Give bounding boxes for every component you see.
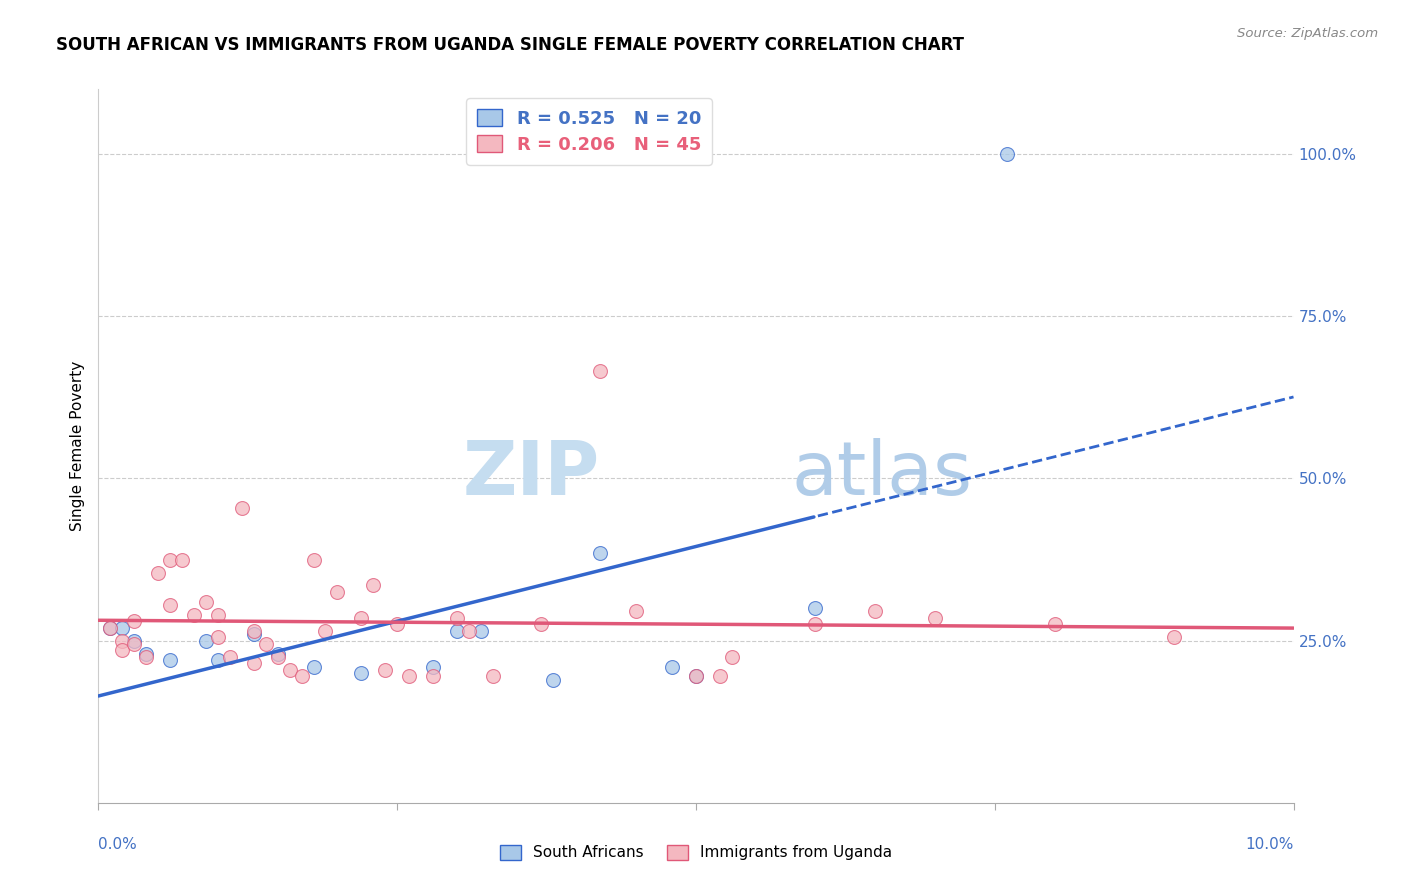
Point	[111, 633, 134, 648]
Point	[207, 653, 229, 667]
Point	[159, 598, 181, 612]
Y-axis label: Single Female Poverty: Single Female Poverty	[69, 361, 84, 531]
Point	[302, 552, 325, 566]
Point	[422, 669, 444, 683]
Point	[231, 500, 253, 515]
Point	[350, 666, 373, 681]
Point	[135, 649, 157, 664]
Point	[446, 624, 468, 638]
Point	[709, 669, 731, 683]
Point	[529, 617, 551, 632]
Point	[458, 624, 481, 638]
Point	[865, 604, 887, 618]
Point	[326, 585, 349, 599]
Point	[350, 611, 373, 625]
Point	[195, 595, 218, 609]
Point	[243, 627, 266, 641]
Point	[374, 663, 396, 677]
Point	[446, 611, 468, 625]
Point	[100, 621, 122, 635]
Point	[243, 657, 266, 671]
Point	[685, 669, 707, 683]
Point	[924, 611, 946, 625]
Point	[124, 637, 146, 651]
Point	[219, 649, 242, 664]
Point	[172, 552, 194, 566]
Point	[159, 552, 181, 566]
Point	[135, 647, 157, 661]
Point	[111, 643, 134, 657]
Text: Source: ZipAtlas.com: Source: ZipAtlas.com	[1237, 27, 1378, 40]
Point	[267, 649, 290, 664]
Text: atlas: atlas	[792, 438, 973, 511]
Point	[267, 647, 290, 661]
Point	[661, 659, 683, 673]
Point	[995, 147, 1018, 161]
Text: 10.0%: 10.0%	[1246, 838, 1294, 852]
Text: 0.0%: 0.0%	[98, 838, 138, 852]
Point	[148, 566, 170, 580]
Point	[315, 624, 337, 638]
Point	[685, 669, 707, 683]
Point	[243, 624, 266, 638]
Legend: South Africans, Immigrants from Uganda: South Africans, Immigrants from Uganda	[494, 838, 898, 866]
Point	[804, 617, 827, 632]
Point	[541, 673, 564, 687]
Point	[626, 604, 648, 618]
Point	[100, 621, 122, 635]
Point	[124, 614, 146, 628]
Point	[589, 546, 612, 560]
Point	[422, 659, 444, 673]
Point	[124, 633, 146, 648]
Point	[804, 601, 827, 615]
Point	[159, 653, 181, 667]
Point	[278, 663, 301, 677]
Point	[207, 631, 229, 645]
Point	[721, 649, 744, 664]
Point	[111, 621, 134, 635]
Point	[207, 607, 229, 622]
Text: SOUTH AFRICAN VS IMMIGRANTS FROM UGANDA SINGLE FEMALE POVERTY CORRELATION CHART: SOUTH AFRICAN VS IMMIGRANTS FROM UGANDA …	[56, 36, 965, 54]
Point	[589, 364, 612, 378]
Point	[183, 607, 205, 622]
Point	[481, 669, 505, 683]
Point	[398, 669, 420, 683]
Point	[302, 659, 325, 673]
Point	[470, 624, 492, 638]
Point	[385, 617, 409, 632]
Text: ZIP: ZIP	[463, 438, 600, 511]
Point	[195, 633, 218, 648]
Point	[1043, 617, 1066, 632]
Point	[291, 669, 314, 683]
Point	[363, 578, 385, 592]
Point	[1163, 631, 1185, 645]
Point	[254, 637, 277, 651]
